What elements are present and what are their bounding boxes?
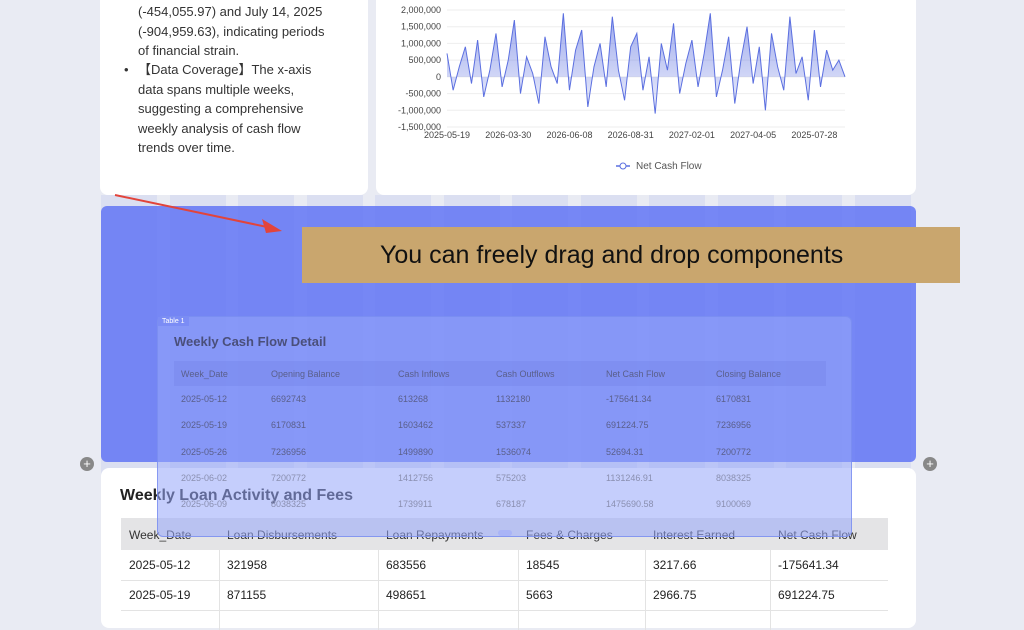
legend-label: Net Cash Flow [636,161,702,172]
chart-card: -1,500,000 -1,000,000 -500,000 0 500,000 1,00… [376,0,916,195]
cell: 7200772 [716,446,752,457]
col-line [645,550,646,630]
cell: 1131246.91 [606,472,653,483]
cell: 5663 [526,588,553,602]
line [446,13,846,114]
header-cell: Cash Outflows [496,369,555,379]
header-cell: Cash Inflows [398,369,450,379]
cell: 498651 [386,588,427,602]
cell: 8038325 [271,499,307,510]
cell: 1603462 [398,420,434,431]
x-tick-label: 2027-02-01 [669,130,715,140]
cell: 6692743 [271,394,307,404]
cell: 1739911 [398,499,433,510]
cell: -175641.34 [778,558,839,572]
cell: 8038325 [716,472,752,483]
col-line [518,550,519,630]
y-tick-label: 1,000,000 [401,38,441,48]
header-bg [174,361,826,386]
y-tick-label: 0 [436,72,441,82]
cell: 9100069 [716,499,752,510]
x-tick-label: 2026-06-08 [546,130,592,140]
cell: 1499890 [398,446,434,457]
y-tick-label: 500,000 [408,55,441,65]
page: { "summary": { "paragraph": "(-454,055.9… [80,0,960,630]
resize-handle[interactable] [498,530,512,536]
summary-bullet: 【Data Coverage】The x-axis data spans mul… [138,62,312,155]
cell: 871155 [227,588,267,602]
col-line [219,550,220,630]
cell: 2025-05-19 [129,588,191,602]
cell: 613268 [398,394,429,404]
header-cell: Opening Balance [271,369,341,379]
cell: 2025-06-09 [181,499,228,510]
summary-paragraph: (-454,055.97) and July 14, 2025 (-904,95… [138,4,325,58]
row-line [121,610,888,611]
cell: 7236956 [716,420,752,431]
header-cell: Week_Date [181,369,228,379]
cell: 1536074 [496,446,532,457]
cell: 7236956 [271,446,307,457]
cell: 7200772 [271,472,307,483]
cell: 52694.31 [606,446,644,457]
cell: 3217.66 [653,558,697,572]
y-tick-label: 2,000,000 [401,5,441,15]
floating-title: Weekly Cash Flow Detail [174,334,327,349]
cell: 537337 [496,420,527,431]
cell: 18545 [526,558,560,572]
floating-table[interactable]: Table 1 Weekly Cash Flow Detail Week_Dat… [157,316,852,537]
floating-grid: Week_Date Opening Balance Cash Inflows Cash… [174,361,826,531]
y-tick-label: -1,000,000 [398,105,441,115]
y-tick-label: 1,500,000 [401,22,441,32]
cell: 683556 [386,558,427,572]
y-tick-label: -1,500,000 [398,122,441,132]
legend-marker [619,162,627,170]
cell: 1132180 [496,394,531,404]
cell: 575203 [496,472,527,483]
cell: 6170831 [271,420,307,431]
cell: 691224.75 [606,420,649,431]
cell: 6170831 [716,394,752,404]
cell: 2025-05-19 [181,420,228,431]
area [447,13,845,114]
x-tick-label: 2025-05-19 [424,130,470,140]
cell: 1475690.58 [606,499,654,510]
cell: 2025-05-26 [181,446,228,457]
header-cell: Net Cash Flow [606,369,666,379]
chart: -1,500,000 -1,000,000 -500,000 0 500,000 1,00… [398,5,846,172]
summary-card: (-454,055.97) and July 14, 2025 (-904,95… [100,0,368,195]
cell: 2025-06-02 [181,472,228,483]
x-tick-label: 2025-07-28 [791,130,837,140]
cell: 1412756 [398,472,434,483]
bullet-dot: • [124,62,129,77]
banner-text: You can freely drag and drop components [380,241,844,269]
cell: 678187 [496,499,527,510]
add-button[interactable]: + [80,457,94,471]
y-tick-label: -500,000 [405,89,441,99]
header-cell: Closing Balance [716,369,782,379]
x-tick-label: 2027-04-05 [730,130,776,140]
cell: -175641.34 [606,394,652,404]
col-line [770,550,771,630]
table-tag: Table 1 [158,317,189,326]
cell: 321958 [227,558,268,572]
add-button[interactable]: + [923,457,937,471]
cell: 2966.75 [653,588,697,602]
cell: 691224.75 [778,588,835,602]
x-tick-label: 2026-03-30 [485,130,531,140]
row-line [121,580,888,581]
cell: 2025-05-12 [181,394,228,404]
banner: You can freely drag and drop components [302,227,960,283]
col-line [378,550,379,630]
cell: 2025-05-12 [129,558,191,572]
x-tick-label: 2026-08-31 [608,130,654,140]
